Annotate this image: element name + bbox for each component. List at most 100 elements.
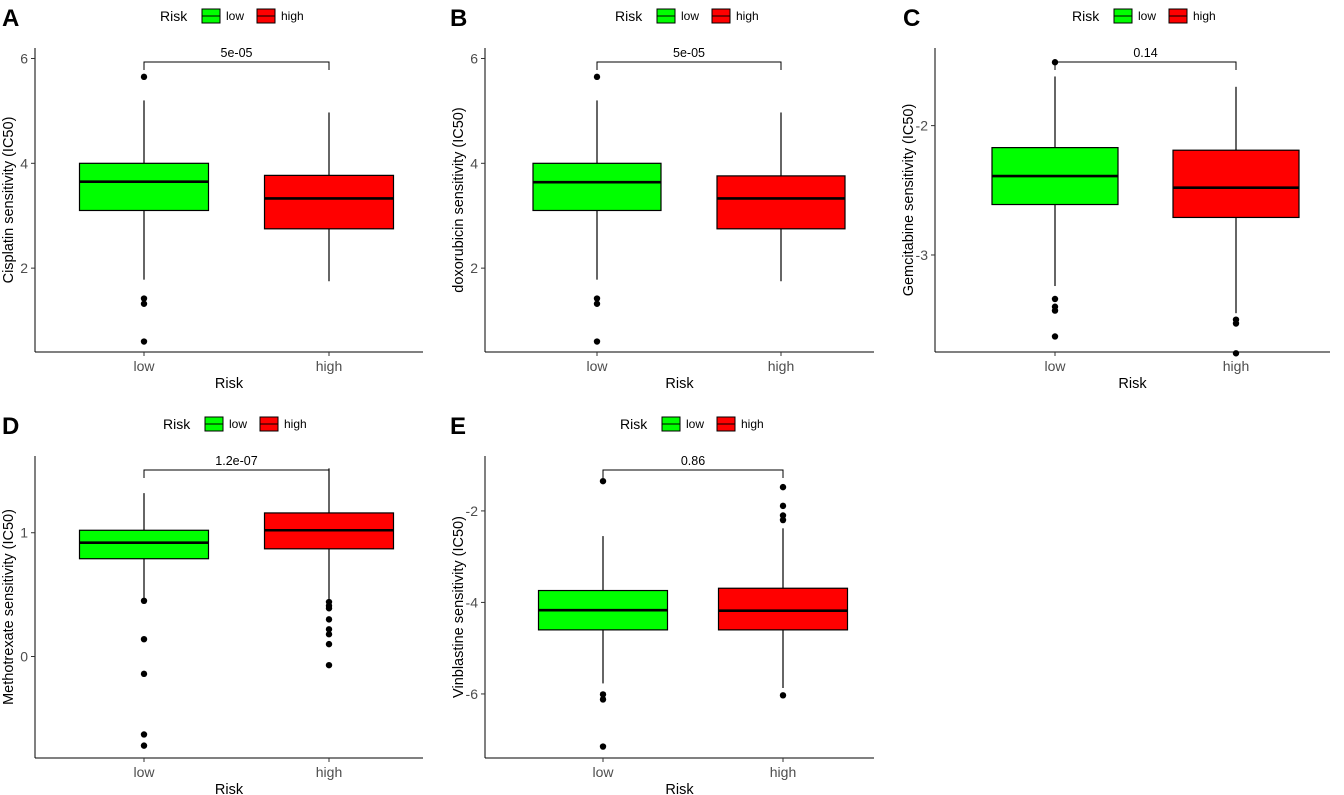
outlier-point: [599, 691, 607, 698]
outlier-point: [593, 73, 601, 81]
outlier-point: [779, 692, 787, 699]
legend-key-low: [204, 416, 224, 432]
x-tick-label-low: low: [586, 358, 608, 374]
legend-label-high: high: [284, 417, 307, 431]
p-value: 5e-05: [221, 46, 253, 60]
y-tick-label: 2: [470, 260, 478, 276]
outlier-point: [325, 631, 333, 638]
legend-label-high: high: [281, 9, 304, 23]
significance-bracket: 1.2e-07: [143, 454, 330, 478]
outlier-point: [1232, 320, 1240, 327]
box-body-high: [717, 587, 849, 631]
y-tick-label: 4: [470, 155, 478, 171]
outlier-point: [1051, 307, 1059, 314]
outlier-point: [779, 512, 787, 519]
outlier-point: [140, 338, 148, 345]
x-axis-title: Risk: [215, 782, 244, 795]
y-axis-title: doxorubicin sensitivity (IC50): [451, 107, 467, 292]
panel-letter: E: [450, 413, 466, 440]
legend: Risk low high: [620, 416, 764, 432]
box-body-low: [78, 529, 210, 560]
panel-letter: C: [903, 5, 920, 32]
legend-title: Risk: [1072, 8, 1100, 24]
box-high: [716, 112, 846, 282]
legend-label-high: high: [1193, 9, 1216, 23]
y-tick-label: -2: [466, 503, 479, 519]
panel-c: C Risk low high -3 -2 low high Risk Gemcitabine s…: [901, 5, 1330, 392]
x-tick-label-high: high: [768, 358, 794, 374]
p-value: 5e-05: [673, 46, 705, 60]
outlier-point: [325, 640, 333, 648]
significance-bracket: 5e-05: [596, 46, 782, 70]
legend-key-high: [256, 8, 276, 24]
box-low: [532, 73, 662, 345]
y-axis-title: Gemcitabine sensitivity (IC50): [901, 104, 917, 297]
outlier-point: [779, 483, 787, 491]
x-axis-title: Risk: [665, 376, 694, 392]
panel-letter: A: [2, 5, 19, 32]
outlier-point: [599, 743, 607, 750]
legend: Risk low high: [160, 8, 304, 24]
outlier-point: [325, 626, 333, 633]
bracket-line: [143, 469, 330, 478]
legend: Risk low high: [615, 8, 759, 24]
legend-title: Risk: [615, 8, 643, 24]
x-tick-label-low: low: [133, 358, 155, 374]
x-tick-label-low: low: [592, 764, 614, 780]
outlier-point: [325, 661, 333, 669]
box-body-high: [1172, 149, 1300, 219]
box-high: [263, 468, 395, 669]
outlier-point: [1051, 333, 1059, 340]
outlier-point: [140, 742, 148, 749]
y-tick-label: 0: [20, 649, 28, 665]
outlier-point: [599, 696, 607, 703]
legend-key-low: [661, 416, 681, 432]
p-value: 1.2e-07: [215, 454, 257, 468]
box-high: [1172, 86, 1300, 357]
legend-label-low: low: [686, 417, 704, 431]
legend: Risk low high: [163, 416, 307, 432]
p-value: 0.86: [681, 454, 705, 468]
outlier-point: [140, 597, 148, 605]
panel-a: A Risk low high 2 4 6 low high Risk Cisplatin sens…: [1, 5, 423, 392]
panel-letter: B: [450, 5, 467, 32]
outlier-point: [593, 338, 601, 345]
outlier-point: [779, 516, 787, 524]
bracket-line: [143, 61, 330, 70]
outlier-point: [325, 605, 333, 612]
x-axis-title: Risk: [1118, 376, 1147, 392]
legend-key-low: [656, 8, 676, 24]
outlier-point: [1051, 295, 1059, 303]
outlier-point: [779, 502, 787, 510]
box-high: [263, 112, 395, 282]
y-tick-label: 1: [20, 525, 28, 541]
outlier-point: [599, 477, 607, 485]
y-axis-title: Methotrexate sensitivity (IC50): [1, 509, 17, 705]
box-low: [78, 493, 210, 749]
box-low: [78, 73, 210, 345]
legend-label-low: low: [229, 417, 247, 431]
x-tick-label-low: low: [133, 764, 155, 780]
legend-label-high: high: [741, 417, 764, 431]
legend-key-low: [1113, 8, 1133, 24]
bracket-line: [1054, 61, 1237, 70]
y-axis-title: Cisplatin sensitivity (IC50): [1, 117, 17, 284]
outlier-point: [140, 635, 148, 643]
significance-bracket: 0.86: [602, 454, 784, 478]
box-body-high: [263, 174, 395, 230]
x-tick-label-high: high: [770, 764, 796, 780]
outlier-point: [140, 300, 148, 307]
legend-title: Risk: [160, 8, 188, 24]
box-low: [537, 477, 669, 750]
y-tick-label: 6: [20, 50, 28, 66]
box-high: [717, 483, 849, 699]
legend-label-low: low: [681, 9, 699, 23]
y-axis-title: Vinblastine sensitivity (IC50): [451, 516, 467, 698]
x-tick-label-high: high: [1223, 358, 1249, 374]
panel-b: B Risk low high 2 4 6 low high Risk doxorubicin se…: [450, 5, 874, 392]
legend-key-low: [201, 8, 221, 24]
outlier-point: [140, 295, 148, 302]
box-body-low: [78, 162, 210, 212]
box-body-high: [716, 175, 846, 230]
